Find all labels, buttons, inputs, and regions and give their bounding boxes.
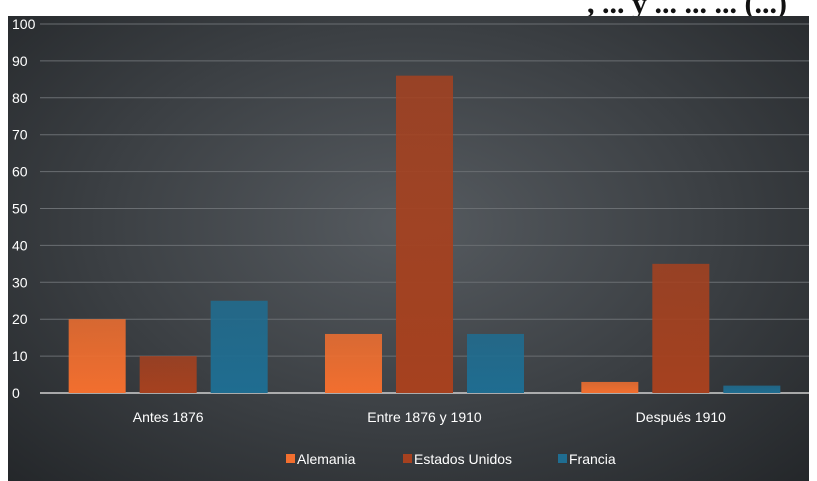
- legend-swatch: [558, 454, 567, 463]
- y-tick-label: 50: [12, 201, 28, 217]
- y-tick-label: 80: [12, 90, 28, 106]
- legend-label: Estados Unidos: [414, 451, 512, 467]
- y-tick-label: 90: [12, 53, 28, 69]
- y-tick-label: 100: [12, 16, 36, 32]
- cropped-title-text: , ... y ... ... ... (...): [0, 0, 817, 16]
- bar-alemania: [325, 333, 382, 393]
- bar-estados-unidos: [652, 263, 710, 393]
- y-tick-label: 70: [12, 127, 28, 143]
- legend-label: Alemania: [297, 451, 356, 467]
- bar-estados-unidos: [396, 75, 453, 393]
- legend-swatch: [403, 454, 412, 463]
- x-category-label: Después 1910: [636, 409, 727, 425]
- y-tick-label: 0: [12, 385, 20, 401]
- bar-alemania: [68, 319, 126, 393]
- x-category-label: Entre 1876 y 1910: [367, 409, 482, 425]
- bar-francia: [210, 300, 268, 393]
- bar-francia: [467, 333, 524, 393]
- y-tick-label: 60: [12, 164, 28, 180]
- legend-swatch: [286, 454, 295, 463]
- x-category-label: Antes 1876: [133, 409, 204, 425]
- legend-label: Francia: [569, 451, 616, 467]
- y-tick-label: 10: [12, 348, 28, 364]
- y-tick-label: 40: [12, 237, 28, 253]
- bar-francia: [723, 385, 781, 393]
- y-tick-label: 30: [12, 274, 28, 290]
- bar-alemania: [581, 381, 639, 393]
- bar-estados-unidos: [139, 356, 197, 393]
- y-tick-label: 20: [12, 311, 28, 327]
